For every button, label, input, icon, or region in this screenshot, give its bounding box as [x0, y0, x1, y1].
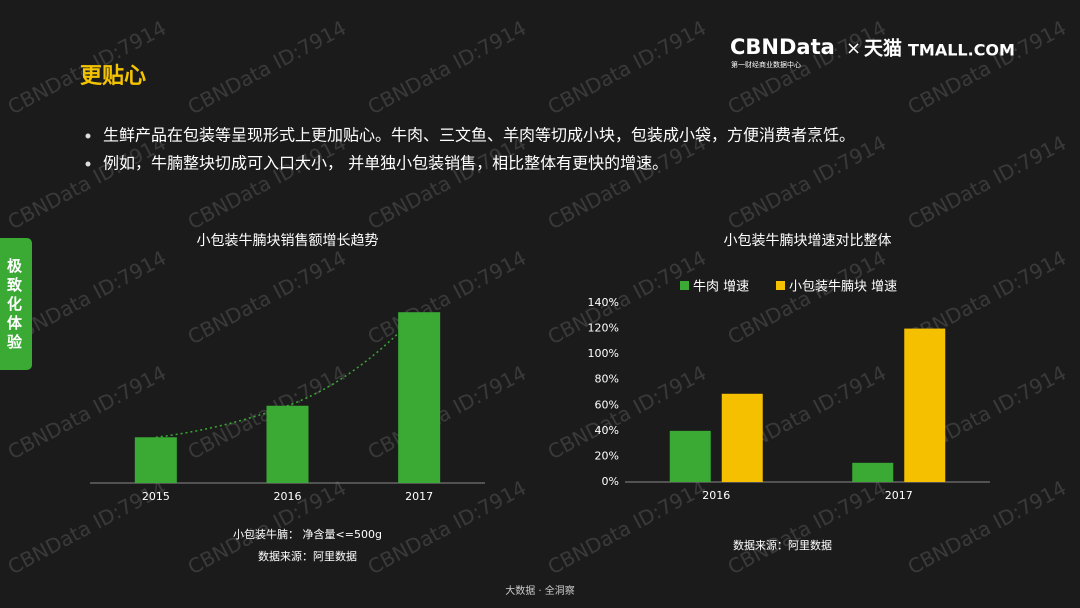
bar [134, 437, 177, 483]
logo: CBNData [730, 35, 835, 59]
bar [721, 393, 763, 482]
slide-title: 更贴心 [80, 63, 146, 89]
bullet: 生鲜产品在包装等呈现形式上更加贴心。牛肉、三文鱼、羊肉等切成小块，包装成小袋，方… [103, 126, 855, 145]
bar [398, 312, 441, 483]
y-tick-label: 120% [588, 322, 619, 335]
side-tab-text: 极致化体验 [5, 257, 23, 353]
bar [669, 430, 711, 482]
times: × [846, 38, 861, 59]
logo-sub: 第一财经商业数据中心 [731, 60, 801, 69]
y-tick-label: 140% [588, 296, 619, 309]
y-tick-label: 80% [595, 373, 619, 386]
bar [904, 328, 946, 482]
x-tick-label: 2017 [405, 490, 433, 503]
footer: 大数据 · 全洞察 [505, 584, 575, 597]
bar [266, 405, 309, 483]
y-tick-label: 60% [595, 398, 619, 411]
partner: 天猫 [864, 37, 902, 60]
trend-line [155, 311, 420, 438]
side-tab-bg [0, 238, 32, 370]
bar [852, 462, 894, 482]
x-tick-label: 2016 [702, 489, 730, 502]
legend-swatch [680, 281, 689, 290]
chart-note: 数据来源：阿里数据 [733, 538, 832, 552]
partner-en: TMALL.COM [908, 41, 1015, 60]
y-tick-label: 100% [588, 347, 619, 360]
x-tick-label: 2017 [885, 489, 913, 502]
chart-note: 小包装牛腩： 净含量<=500g [233, 527, 382, 541]
x-tick-label: 2015 [142, 490, 170, 503]
y-tick-label: 20% [595, 449, 619, 462]
chart-note: 数据来源：阿里数据 [258, 549, 357, 563]
chart-title: 小包装牛腩块销售额增长趋势 [197, 233, 379, 249]
y-tick-label: 40% [595, 424, 619, 437]
chart-title: 小包装牛腩块增速对比整体 [724, 233, 892, 249]
bullet-dot [85, 133, 91, 139]
legend-swatch [776, 281, 785, 290]
y-tick-label: 0% [602, 475, 619, 488]
legend-label: 小包装牛腩块 增速 [789, 280, 897, 295]
bullet: 例如，牛腩整块切成可入口大小， 并单独小包装销售，相比整体有更快的增速。 [103, 154, 668, 173]
side-tab: 极致化体验 [0, 238, 32, 370]
bullet-dot [85, 161, 91, 167]
x-tick-label: 2016 [274, 490, 302, 503]
legend-label: 牛肉 增速 [693, 280, 749, 295]
